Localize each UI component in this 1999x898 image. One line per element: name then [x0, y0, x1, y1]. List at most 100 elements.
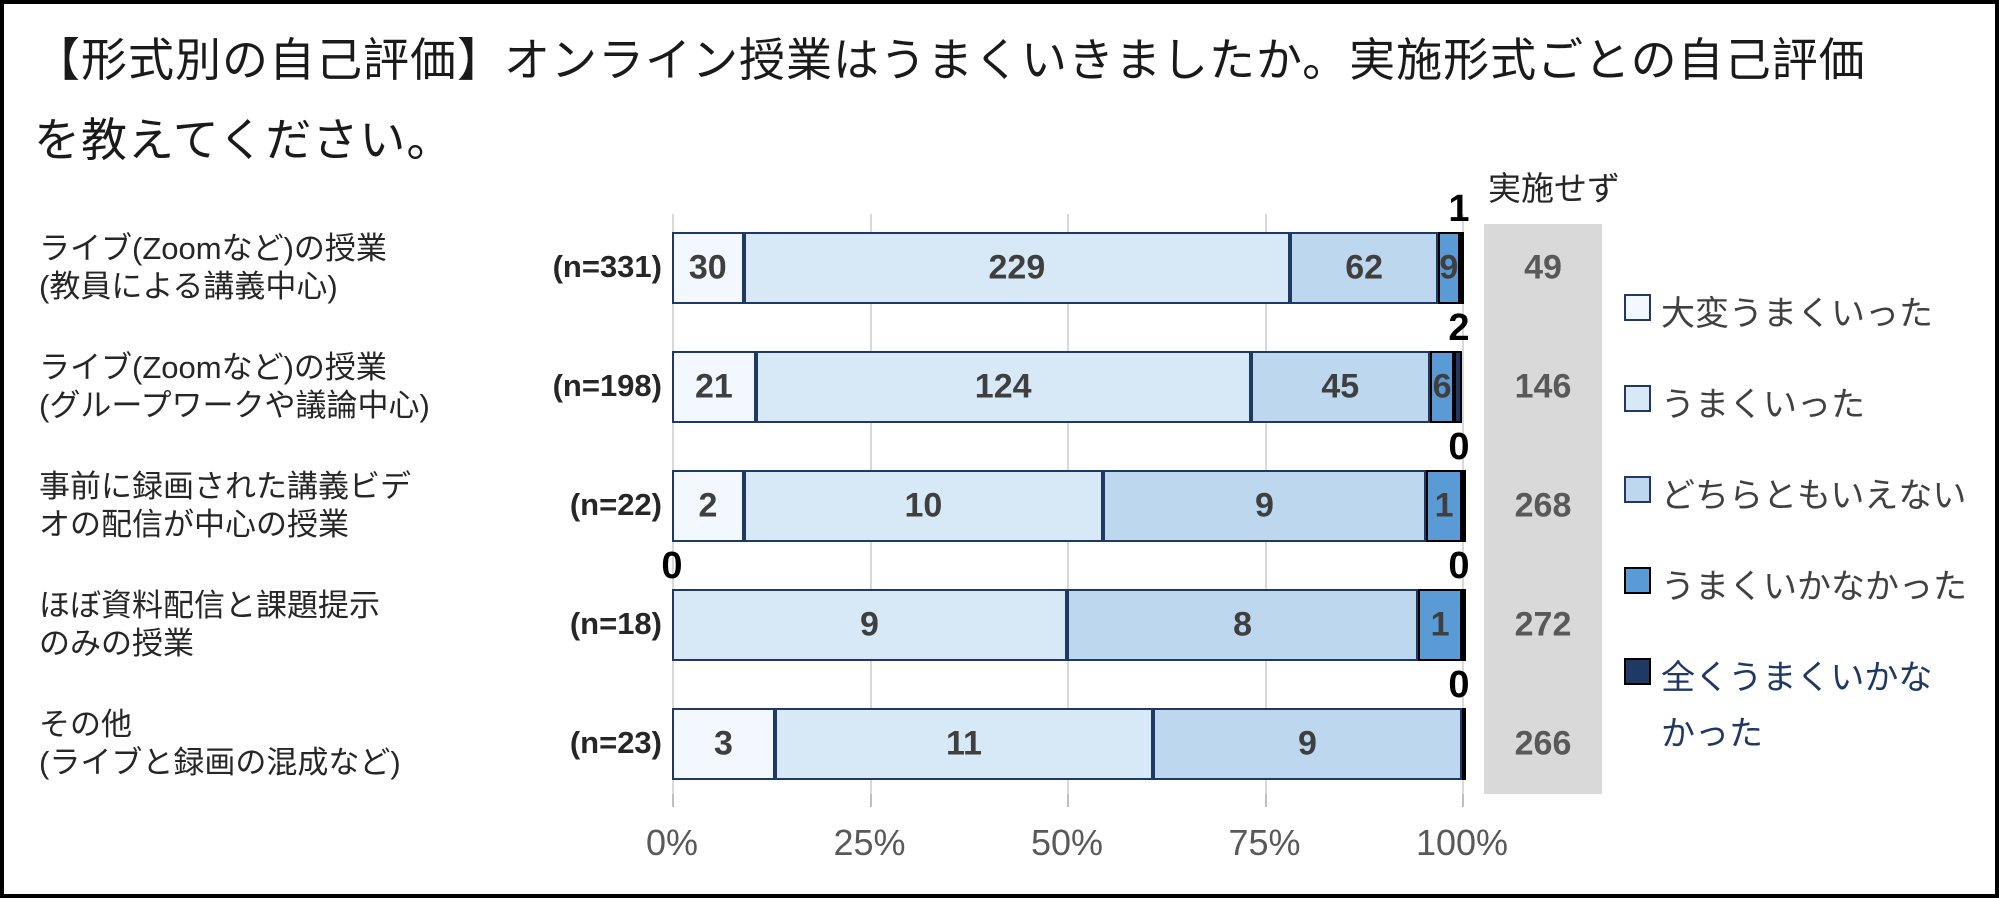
bar-segment-どちらともいえない [1290, 232, 1439, 304]
bar-value-label: 9 [1255, 486, 1274, 525]
category-label: ライブ(Zoomなど)の授業 (教員による講義中心) [39, 230, 484, 306]
category-label-line: (教員による講義中心) [39, 269, 338, 304]
category-label-line: (グループワークや議論中心) [39, 388, 430, 423]
category-label-line: 事前に録画された講義ビデ [39, 469, 411, 504]
bar-value-label: 45 [1321, 367, 1360, 406]
legend-swatch-大変うまくいった [1624, 294, 1651, 321]
category-label-line: オの配信が中心の授業 [39, 507, 349, 542]
bar-value-label: 21 [694, 367, 733, 406]
bar-value-label-outside: 0 [1448, 426, 1470, 468]
bar-value-label: 2 [698, 486, 718, 525]
bar-segment-大変うまくいった [672, 470, 744, 542]
bar-segment-うまくいった [743, 232, 1291, 304]
bar-segment-どちらともいえない [1067, 589, 1419, 661]
bar-value-label: 6 [1432, 367, 1452, 406]
category-label-line: ほぼ資料配信と課題提示 [39, 588, 380, 623]
legend-label-line: 全くうまくいかな [1661, 659, 1933, 697]
not-implemented-header: 実施せず [1488, 170, 1620, 207]
not-implemented-value: 49 [1524, 248, 1562, 287]
legend-swatch-どちらともいえない [1624, 476, 1651, 503]
category-n-label: (n=18) [569, 606, 662, 641]
legend-label-line: 大変うまくいった [1661, 295, 1933, 333]
legend-swatch-うまくいかなかった [1624, 567, 1651, 594]
category-label: 事前に録画された講義ビデ オの配信が中心の授業 [39, 468, 484, 544]
bar-value-label-outside: 2 [1448, 307, 1470, 349]
bar-value-label-outside: 0 [661, 545, 683, 587]
category-n-label: (n=23) [569, 725, 662, 760]
not-implemented-column [1484, 224, 1602, 794]
legend-label-line: うまくいった [1661, 386, 1865, 424]
legend-label: うまくいった [1661, 377, 1865, 433]
bar-segment-うまくいった [672, 589, 1067, 661]
bar-value-label: 11 [945, 724, 982, 763]
not-implemented-value: 146 [1514, 367, 1572, 406]
bar-value-label: 229 [988, 248, 1046, 287]
category-label: その他 (ライブと録画の混成など) [39, 706, 484, 782]
chart-title: 【形式別の自己評価】オンライン授業はうまくいきましたか。実施形式ごとの自己評価 … [34, 20, 1866, 180]
bar-segment-うまくいかなかった [1418, 589, 1462, 661]
bar-value-label: 10 [904, 486, 943, 525]
bar-segment-大変うまくいった [672, 708, 776, 780]
bar-value-label: 1 [1430, 605, 1450, 644]
bar-segment-全くうまくいかなかった [1462, 708, 1466, 780]
not-implemented-value: 268 [1514, 486, 1572, 525]
category-n-label: (n=198) [552, 368, 662, 403]
bar-segment-大変うまくいった [672, 351, 756, 423]
chart-title-line1: 【形式別の自己評価】オンライン授業はうまくいきましたか。実施形式ごとの自己評価 [34, 34, 1866, 86]
x-tick-label: 25% [833, 822, 906, 863]
bar-segment-うまくいかなかった [1426, 470, 1462, 542]
bar-segment-うまくいった [743, 470, 1103, 542]
x-tick-label: 100% [1415, 822, 1509, 863]
category-label-line: のみの授業 [39, 626, 194, 661]
bar-value-label: 9 [1297, 724, 1317, 763]
x-tick-label: 75% [1228, 822, 1301, 863]
legend-swatch-全くうまくいかなかった [1624, 658, 1651, 685]
legend-label: どちらともいえない [1661, 468, 1966, 524]
bar-segment-うまくいかなかった [1430, 351, 1455, 423]
bar-segment-どちらともいえない [1152, 708, 1462, 780]
bar-value-label: 3 [714, 724, 733, 763]
legend-label: 大変うまくいった [1661, 286, 1933, 342]
category-label: ほぼ資料配信と課題提示 のみの授業 [39, 587, 484, 663]
bar-segment-うまくいった [775, 708, 1153, 780]
category-label-line: ライブ(Zoomなど)の授業 [39, 350, 387, 385]
category-label-line: その他 [39, 707, 132, 742]
axis-tick-50% [1067, 794, 1069, 807]
category-n-label: (n=331) [552, 249, 662, 284]
legend-label: 全くうまくいかな かった [1661, 650, 1932, 762]
bar-value-label-outside: 0 [1448, 545, 1470, 587]
legend-label-line: どちらともいえない [1661, 477, 1967, 515]
bar-segment-全くうまくいかなかった [1462, 470, 1466, 542]
axis-tick-75% [1264, 794, 1267, 807]
bar-segment-全くうまくいかなかった [1462, 589, 1466, 661]
bar-value-label: 8 [1233, 605, 1253, 644]
bar-value-label: 30 [688, 248, 727, 287]
bar-segment-どちらともいえない [1102, 470, 1427, 542]
not-implemented-value: 266 [1514, 724, 1572, 763]
bar-segment-うまくいかなかった [1438, 232, 1460, 304]
bar-segment-どちらともいえない [1250, 351, 1431, 423]
x-tick-label: 50% [1030, 822, 1104, 863]
legend-label-line: かった [1661, 715, 1763, 753]
category-n-label: (n=22) [569, 487, 662, 522]
axis-tick-100% [1462, 794, 1464, 807]
axis-tick-25% [869, 794, 872, 807]
bar-value-label: 9 [860, 605, 879, 644]
category-label: ライブ(Zoomなど)の授業 (グループワークや議論中心) [39, 349, 484, 425]
bar-segment-大変うまくいった [672, 232, 744, 304]
bar-value-label: 124 [974, 367, 1032, 406]
category-label-line: (ライブと録画の混成など) [39, 745, 401, 780]
not-implemented-value: 272 [1514, 605, 1572, 644]
bar-value-label: 62 [1345, 248, 1384, 287]
chart-title-line2: を教えてください。 [34, 114, 454, 166]
category-label-line: ライブ(Zoomなど)の授業 [39, 231, 387, 266]
axis-tick-0% [672, 794, 674, 807]
bar-value-label-outside: 1 [1448, 188, 1470, 230]
bar-segment-全くうまくいかなかった [1454, 351, 1462, 423]
x-tick-label: 0% [645, 822, 699, 863]
legend-label-line: うまくいかなかった [1661, 568, 1967, 606]
bar-value-label: 1 [1434, 486, 1454, 525]
bar-segment-全くうまくいかなかった [1459, 232, 1464, 304]
bar-segment-うまくいった [755, 351, 1251, 423]
